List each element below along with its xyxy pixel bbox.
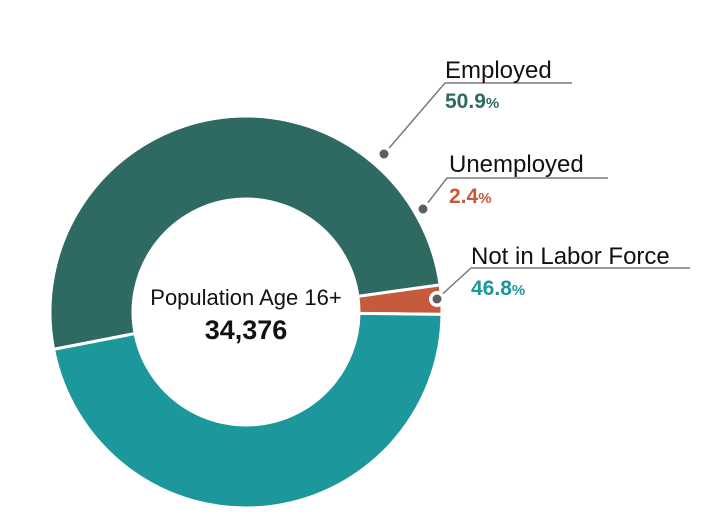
slice-not-in-labor-force (52, 311, 444, 510)
slice-value: 46.8% (471, 277, 525, 300)
slice-label: Unemployed (449, 151, 584, 178)
leader-line (422, 177, 608, 210)
callout-not-in-labor-force: Not in Labor Force 46.8% (429, 243, 690, 307)
leader-dot (432, 294, 442, 304)
donut-slices (48, 114, 444, 510)
callout-unemployed: Unemployed 2.4% (415, 151, 608, 217)
slice-label: Not in Labor Force (471, 243, 670, 270)
slice-unit: % (486, 95, 499, 112)
leader-dot (379, 149, 389, 159)
slice-label: Employed (445, 57, 552, 84)
slice-value: 2.4% (449, 185, 492, 208)
callout-employed: Employed 50.9% (376, 57, 572, 162)
slice-value: 50.9% (445, 90, 499, 113)
center-total: 34,376 (205, 315, 288, 345)
leader-line (436, 267, 690, 300)
slice-unit: % (512, 282, 525, 299)
leader-line (383, 82, 572, 155)
slice-employed (48, 114, 442, 351)
slice-unit: % (478, 190, 491, 207)
center-title: Population Age 16+ (150, 285, 341, 310)
leader-dot (418, 204, 428, 214)
slice-callouts: Employed 50.9% Unemployed 2.4% Not in Labor … (376, 57, 690, 307)
